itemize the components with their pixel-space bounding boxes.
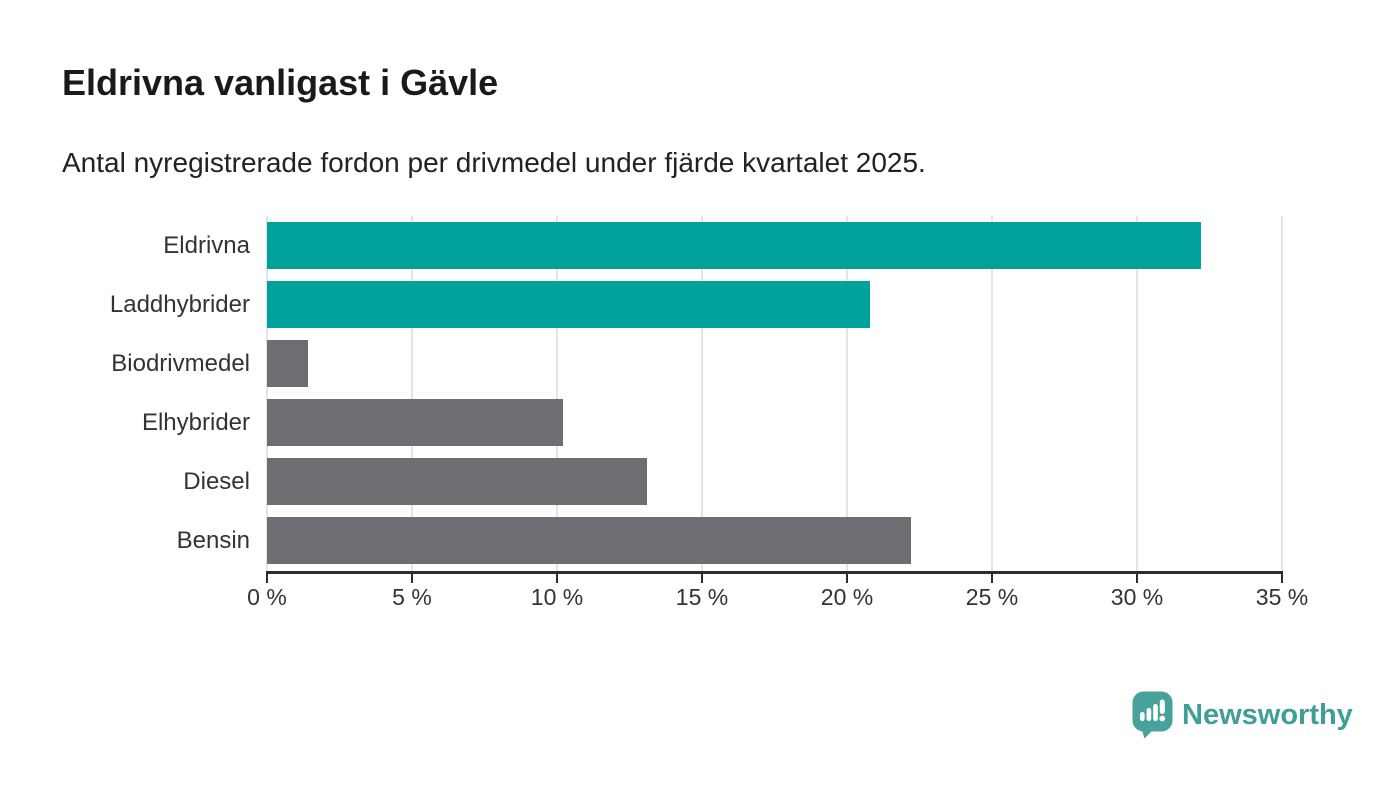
category-label: Elhybrider	[141, 408, 250, 436]
x-tick-label: 30 %	[1110, 584, 1164, 610]
axis-tick	[556, 571, 558, 583]
newsworthy-logo: Newsworthy	[1132, 691, 1353, 739]
x-tick-label: 15 %	[675, 584, 729, 610]
chart-title: Eldrivna vanligast i Gävle	[62, 62, 499, 103]
category-label: Eldrivna	[163, 231, 250, 259]
newsworthy-logo-text: Newsworthy	[1182, 698, 1353, 731]
chart-subtitle: Antal nyregistrerade fordon per drivmede…	[62, 147, 926, 178]
gridline	[701, 216, 703, 571]
bar-track	[267, 281, 1282, 328]
newsworthy-logo-icon	[1132, 691, 1173, 739]
axis-tick	[1281, 571, 1283, 583]
gridline	[411, 216, 413, 571]
bar-row: Biodrivmedel	[0, 334, 1282, 393]
gridline	[266, 216, 268, 571]
bar-track	[267, 517, 1282, 564]
bar-track	[267, 222, 1282, 269]
axis-tick	[991, 571, 993, 583]
axis-tick	[846, 571, 848, 583]
x-axis-labels: 0 % 5 % 10 % 15 % 20 % 25 % 30 % 35 %	[247, 584, 1308, 614]
axis-tick	[266, 571, 268, 583]
bar-rows: Eldrivna Laddhybrider Biodrivmedel Elhybrid…	[0, 216, 1282, 571]
bar-row: Eldrivna	[0, 216, 1282, 275]
category-label: Biodrivmedel	[111, 349, 250, 377]
bar-track	[267, 399, 1282, 446]
bar	[267, 517, 911, 564]
x-tick-label: 35 %	[1255, 584, 1309, 610]
gridline	[991, 216, 993, 571]
gridline	[1281, 216, 1283, 571]
plot-area	[266, 216, 1283, 583]
x-tick-label: 20 %	[820, 584, 874, 610]
gridline	[556, 216, 558, 571]
bar	[267, 222, 1201, 269]
bar	[267, 340, 308, 387]
bar-row: Diesel	[0, 452, 1282, 511]
gridline	[846, 216, 848, 571]
bar-track	[267, 340, 1282, 387]
x-tick-label: 0 %	[247, 584, 287, 610]
bar-row: Bensin	[0, 511, 1282, 570]
x-tick-label: 25 %	[965, 584, 1019, 610]
x-tick-label: 10 %	[530, 584, 584, 610]
gridline	[1136, 216, 1138, 571]
axis-tick	[701, 571, 703, 583]
bar	[267, 281, 871, 328]
bar	[267, 458, 647, 505]
bar-row: Laddhybrider	[0, 275, 1282, 334]
category-label: Diesel	[183, 467, 250, 495]
bar-track	[267, 458, 1282, 505]
bar	[267, 399, 563, 446]
x-tick-label: 5 %	[392, 584, 432, 610]
category-label: Laddhybrider	[109, 290, 250, 318]
bar-row: Elhybrider	[0, 393, 1282, 452]
axis-tick	[411, 571, 413, 583]
axis-tick	[1136, 571, 1138, 583]
category-label: Bensin	[176, 526, 250, 554]
